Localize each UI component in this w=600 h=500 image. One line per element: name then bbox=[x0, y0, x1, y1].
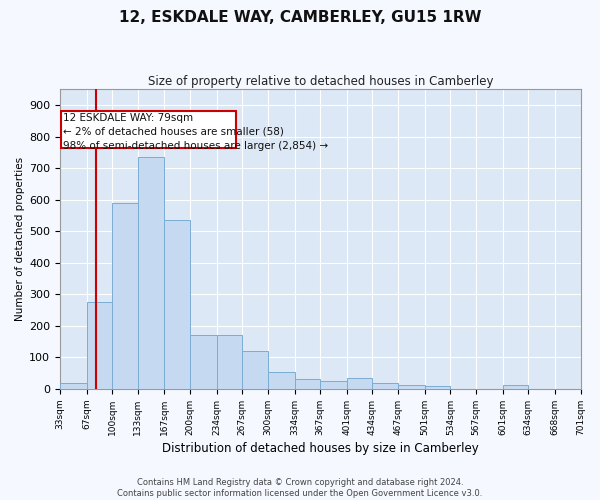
Text: Contains HM Land Registry data © Crown copyright and database right 2024.
Contai: Contains HM Land Registry data © Crown c… bbox=[118, 478, 482, 498]
Text: 12, ESKDALE WAY, CAMBERLEY, GU15 1RW: 12, ESKDALE WAY, CAMBERLEY, GU15 1RW bbox=[119, 10, 481, 25]
Bar bbox=[320, 381, 347, 389]
Bar bbox=[347, 378, 373, 389]
Bar bbox=[217, 336, 242, 389]
Title: Size of property relative to detached houses in Camberley: Size of property relative to detached ho… bbox=[148, 75, 493, 88]
Bar bbox=[295, 380, 320, 389]
Bar bbox=[373, 384, 398, 389]
Text: 12 ESKDALE WAY: 79sqm
← 2% of detached houses are smaller (58)
98% of semi-detac: 12 ESKDALE WAY: 79sqm ← 2% of detached h… bbox=[63, 113, 328, 151]
Bar bbox=[138, 157, 164, 389]
Bar bbox=[268, 372, 295, 389]
Y-axis label: Number of detached properties: Number of detached properties bbox=[15, 157, 25, 321]
FancyBboxPatch shape bbox=[61, 112, 236, 148]
Bar bbox=[60, 384, 86, 389]
X-axis label: Distribution of detached houses by size in Camberley: Distribution of detached houses by size … bbox=[162, 442, 479, 455]
Bar bbox=[425, 386, 451, 389]
Bar bbox=[398, 385, 425, 389]
Bar bbox=[86, 302, 112, 389]
Bar bbox=[242, 351, 268, 389]
Bar bbox=[112, 203, 138, 389]
Bar bbox=[164, 220, 190, 389]
Bar bbox=[190, 336, 217, 389]
Bar bbox=[503, 385, 528, 389]
